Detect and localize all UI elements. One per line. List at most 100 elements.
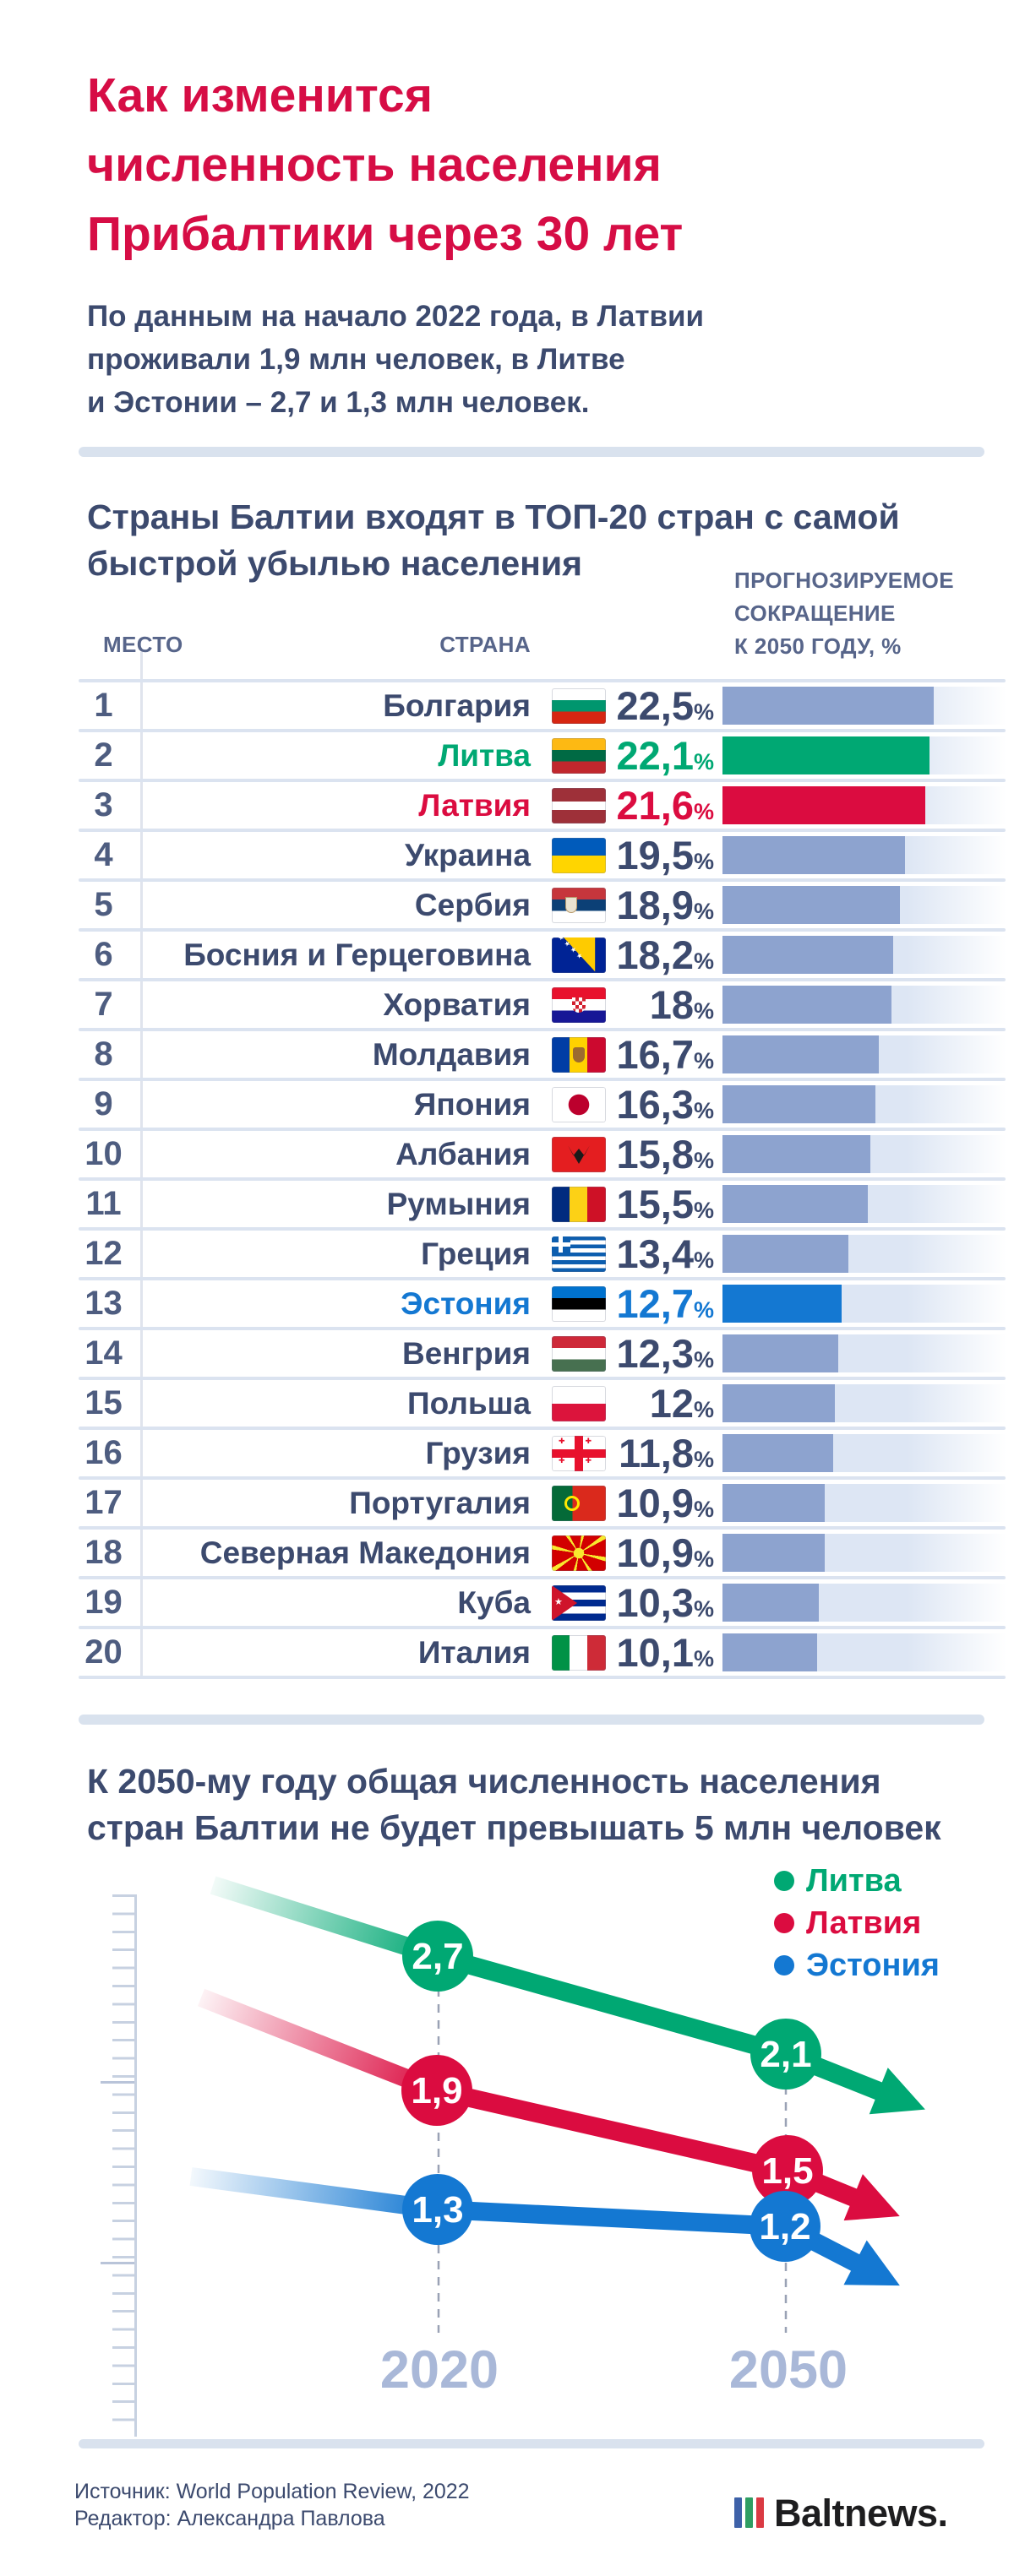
bar — [722, 1334, 838, 1372]
table-row: 8 Молдавия 16,7% — [0, 1031, 1014, 1078]
bar — [722, 1285, 842, 1323]
source-note: Источник: World Population Review, 2022 — [74, 2480, 470, 2503]
percent-value: 13,4% — [616, 1231, 715, 1276]
bar — [722, 936, 893, 974]
country-name: Латвия — [418, 788, 531, 823]
y-axis-major-tick — [101, 2081, 134, 2084]
value-estonia-2020: 1,3 — [412, 2189, 463, 2231]
row-separator — [79, 928, 1006, 932]
y-axis-ruler — [112, 1894, 137, 2437]
lithuania-flag-icon — [552, 738, 606, 774]
rank-number: 7 — [94, 986, 113, 1023]
percent-value: 11,8% — [619, 1431, 714, 1475]
row-separator — [79, 779, 1006, 782]
point-latvia-2020 — [401, 2055, 472, 2126]
row-separator — [79, 1626, 1006, 1629]
baltnews-logo-text: Baltnews. — [774, 2492, 948, 2535]
table-row: 7 Хорватия 18% — [0, 981, 1014, 1028]
rank-number: 10 — [84, 1135, 123, 1172]
baltnews-logo-bar-icon — [745, 2497, 753, 2528]
x-label-2020: 2020 — [379, 2340, 499, 2399]
rank-number: 15 — [84, 1384, 123, 1421]
rank-number: 6 — [94, 936, 113, 973]
country-name: Португалия — [349, 1486, 531, 1520]
percent-value: 16,3% — [616, 1082, 715, 1127]
row-separator — [79, 1377, 1006, 1380]
cuba-flag-icon — [552, 1585, 606, 1621]
country-name: Литва — [438, 738, 531, 773]
editor-note: Редактор: Александра Павлова — [74, 2507, 385, 2530]
percent-value: 16,7% — [616, 1032, 715, 1077]
serbia-flag-icon — [552, 888, 606, 923]
bar — [722, 1484, 825, 1522]
bar — [722, 1384, 835, 1422]
table-row: 3 Латвия 21,6% — [0, 782, 1014, 829]
country-name: Болгария — [383, 688, 531, 723]
bar — [722, 1434, 833, 1472]
italy-flag-icon — [552, 1635, 606, 1671]
row-separator — [79, 1277, 1006, 1280]
bar — [722, 1035, 879, 1073]
rank-number: 5 — [94, 886, 113, 923]
rank-number: 18 — [84, 1534, 123, 1571]
country-name: Сербия — [414, 888, 531, 922]
table-row: 15 Польша 12% — [0, 1380, 1014, 1427]
value-lithuania-2050: 2,1 — [760, 2034, 811, 2075]
bar — [722, 736, 930, 774]
value-estonia-2050: 1,2 — [759, 2206, 810, 2247]
percent-value: 12% — [649, 1381, 714, 1426]
line-estonia — [189, 2167, 900, 2286]
rank-number: 12 — [84, 1235, 123, 1272]
country-name: Албания — [395, 1137, 531, 1171]
percent-value: 19,5% — [616, 833, 715, 878]
y-axis-major-tick — [101, 2262, 134, 2264]
line-latvia — [197, 1988, 900, 2221]
row-separator — [79, 1227, 1006, 1231]
baltnews-logo-bar-icon — [756, 2497, 764, 2528]
ukraine-flag-icon — [552, 838, 606, 873]
table-heading: Страны Балтии входят в ТОП-20 стран с са… — [87, 497, 900, 583]
row-separator — [79, 679, 1006, 682]
rank-number: 13 — [84, 1285, 123, 1322]
percent-value: 12,3% — [616, 1331, 715, 1376]
table-row: 6 Босния и Герцеговина 18,2% — [0, 932, 1014, 978]
point-estonia-2020 — [402, 2174, 473, 2245]
population-line-chart: 2,7 2,1 1,9 1,5 1,3 1,2 — [189, 1876, 925, 2333]
percent-value: 18,2% — [616, 932, 715, 977]
bar — [722, 1534, 825, 1572]
legend-dot-icon — [774, 1955, 794, 1975]
percent-value: 10,1% — [616, 1630, 715, 1675]
baltnews-logo-bar-icon — [734, 2497, 742, 2528]
country-name: Молдавия — [372, 1037, 531, 1072]
legend-dot-icon — [774, 1871, 794, 1891]
value-latvia-2050: 1,5 — [761, 2150, 813, 2192]
country-name: Италия — [417, 1635, 531, 1670]
row-separator — [79, 1177, 1006, 1181]
row-separator — [79, 1327, 1006, 1330]
bar — [722, 1185, 868, 1223]
legend-label: Латвия — [806, 1905, 922, 1941]
country-name: Эстония — [401, 1286, 531, 1321]
rank-number: 4 — [94, 836, 113, 873]
moldova-flag-icon — [552, 1037, 606, 1073]
rank-number: 19 — [84, 1584, 123, 1621]
rank-number: 17 — [84, 1484, 123, 1521]
percent-value: 10,9% — [616, 1530, 715, 1575]
percent-value: 18,9% — [616, 883, 715, 927]
table-row: 19 Куба 10,3% — [0, 1579, 1014, 1626]
hungary-flag-icon — [552, 1336, 606, 1372]
place-column-divider — [140, 652, 143, 1679]
macedonia-flag-icon — [552, 1535, 606, 1571]
percent-value: 10,9% — [616, 1481, 715, 1525]
table-row: 16 Грузия 11,8% — [0, 1430, 1014, 1476]
table-row: 1 Болгария 22,5% — [0, 682, 1014, 729]
rank-number: 3 — [94, 786, 113, 823]
rank-number: 9 — [94, 1085, 113, 1122]
value-lithuania-2020: 2,7 — [412, 1936, 463, 1977]
table-row: 14 Венгрия 12,3% — [0, 1330, 1014, 1377]
latvia-flag-icon — [552, 788, 606, 823]
percent-value: 21,6% — [616, 783, 715, 828]
table-row: 5 Сербия 18,9% — [0, 882, 1014, 928]
rank-number: 2 — [94, 736, 113, 774]
country-name: Грузия — [425, 1436, 532, 1470]
